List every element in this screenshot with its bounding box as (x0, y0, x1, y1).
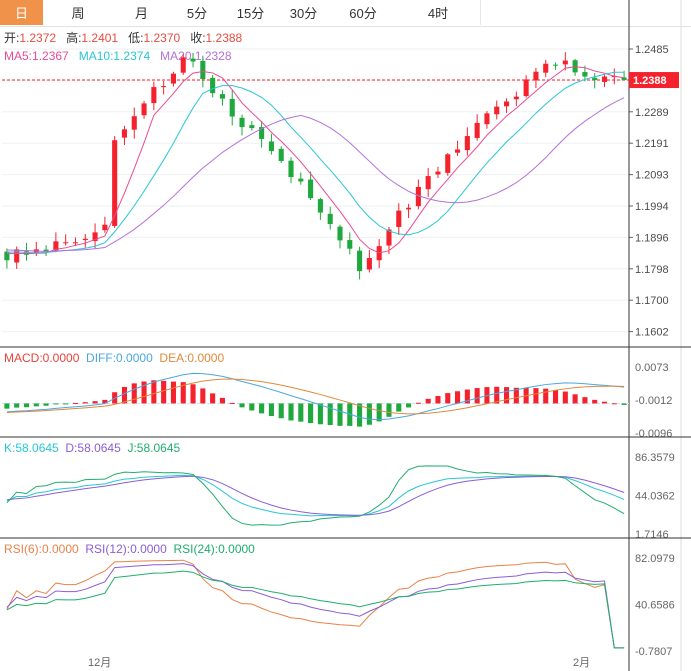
svg-text:1.2388: 1.2388 (633, 75, 667, 87)
svg-text:1.1798: 1.1798 (635, 264, 669, 276)
svg-text:1.2093: 1.2093 (635, 170, 669, 182)
svg-text:1.1602: 1.1602 (635, 327, 669, 339)
svg-text:1.1700: 1.1700 (635, 295, 669, 307)
svg-text:44.0362: 44.0362 (635, 491, 675, 503)
svg-text:40.6586: 40.6586 (635, 600, 675, 612)
svg-text:0.0073: 0.0073 (635, 362, 669, 374)
svg-text:1.7146: 1.7146 (635, 529, 669, 541)
svg-text:1.2485: 1.2485 (635, 44, 669, 56)
svg-text:-0.0012: -0.0012 (635, 395, 672, 407)
svg-text:1.1994: 1.1994 (635, 201, 669, 213)
svg-text:1.1896: 1.1896 (635, 232, 669, 244)
svg-text:-0.7807: -0.7807 (635, 646, 672, 658)
svg-text:1.2289: 1.2289 (635, 107, 669, 119)
svg-text:86.3579: 86.3579 (635, 452, 675, 464)
svg-text:-0.0096: -0.0096 (635, 428, 672, 440)
svg-text:82.0979: 82.0979 (635, 553, 675, 565)
svg-text:1.2191: 1.2191 (635, 138, 669, 150)
